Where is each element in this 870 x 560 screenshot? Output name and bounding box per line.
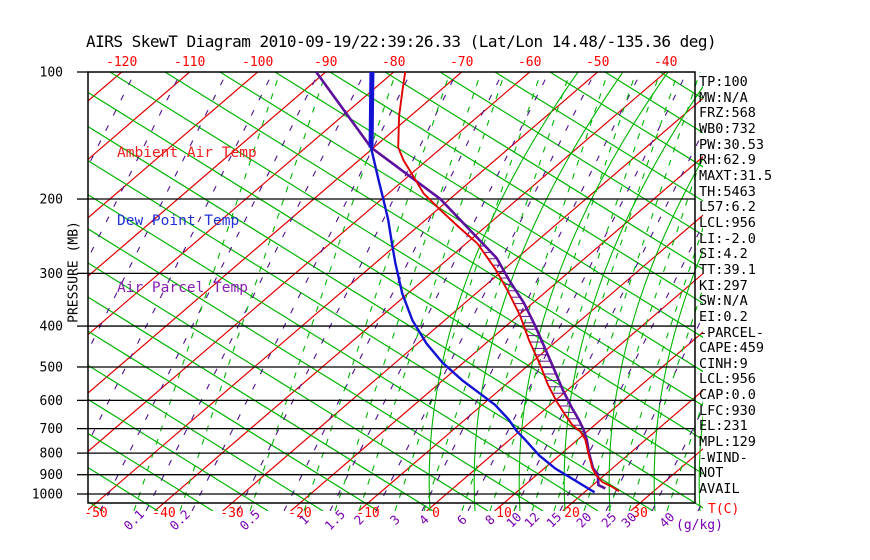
pressure-tick-label: 200 bbox=[40, 193, 63, 208]
top-temp-tick-labels: -120 -110 -100 -90 -80 -70 -60 -50 -40 bbox=[106, 55, 677, 70]
top-temp-tick-label: -40 bbox=[654, 55, 677, 70]
param-value: NOT bbox=[699, 465, 724, 482]
param-value: TH:5463 bbox=[699, 183, 756, 200]
param-value: LI:-2.0 bbox=[699, 230, 756, 247]
dry-adiabat-lines bbox=[88, 72, 703, 511]
param-value: SI:4.2 bbox=[699, 246, 748, 263]
bottom-temp-tick-label: -50 bbox=[84, 506, 107, 521]
plot-legend: Ambient Air Temp Dew Point Temp Air Parc… bbox=[117, 97, 257, 345]
mixing-ratio-tick-label: 0.1 bbox=[121, 507, 148, 534]
moist-adiabat-dashed-lines bbox=[88, 72, 703, 511]
top-temp-tick-label: -70 bbox=[450, 55, 473, 70]
param-value: L57:6.2 bbox=[699, 199, 756, 216]
param-value: -PARCEL- bbox=[699, 324, 765, 341]
bottom-temp-tick-label: -20 bbox=[288, 506, 311, 521]
bottom-temp-tick-label: 30 bbox=[632, 506, 648, 521]
top-temp-tick-label: -100 bbox=[242, 55, 273, 70]
param-value: LCL:956 bbox=[699, 214, 756, 231]
param-value: MAXT:31.5 bbox=[699, 167, 773, 184]
dew-point-temp-curve bbox=[369, 71, 596, 494]
pressure-tick-label: 300 bbox=[40, 267, 63, 282]
pressure-tick-label: 700 bbox=[40, 422, 63, 437]
bottom-temp-tick-labels: -50 -40 -30 -20 -10 0 10 20 30 bbox=[84, 506, 648, 521]
pressure-tick-label: 800 bbox=[40, 447, 63, 462]
background-grid bbox=[88, 72, 703, 511]
param-value: AVAIL bbox=[699, 481, 740, 498]
param-value: RH:62.9 bbox=[699, 152, 756, 169]
param-value: WB0:732 bbox=[699, 120, 756, 137]
dew-point-capped-segment bbox=[368, 71, 375, 148]
bottom-temp-tick-label: 10 bbox=[496, 506, 512, 521]
top-temp-tick-label: -110 bbox=[174, 55, 205, 70]
top-temp-tick-label: -60 bbox=[518, 55, 541, 70]
saturation-adiabat-lines bbox=[428, 72, 703, 511]
param-value: PW:30.53 bbox=[699, 136, 765, 153]
param-value: EI:0.2 bbox=[699, 308, 748, 325]
param-value: CAP:0.0 bbox=[699, 387, 756, 404]
bottom-temp-tick-label: -10 bbox=[356, 506, 379, 521]
param-value: TT:39.1 bbox=[699, 261, 756, 278]
mixing-ratio-tick-label: 15 bbox=[543, 509, 564, 530]
mixing-ratio-tick-label: 12 bbox=[521, 509, 542, 530]
bottom-temp-tick-label: 0 bbox=[432, 506, 440, 521]
pressure-axis-title: PRESSURE (MB) bbox=[66, 221, 82, 323]
bottom-temp-tick-label: 20 bbox=[564, 506, 580, 521]
params-panel: TP:100 MW:N/A FRZ:568 WB0:732 PW:30.53 RH:62.… bbox=[699, 74, 773, 498]
top-temp-tick-label: -120 bbox=[106, 55, 137, 70]
mixing-ratio-tick-label: 1.5 bbox=[322, 507, 349, 534]
page-title: AIRS SkewT Diagram 2010-09-19/22:39:26.3… bbox=[86, 32, 717, 51]
plot-frame bbox=[87, 71, 696, 504]
param-value: SW:N/A bbox=[699, 293, 748, 310]
param-value: LFC:930 bbox=[699, 402, 756, 419]
pressure-tick-label: 100 bbox=[40, 66, 63, 81]
pressure-tick-label: 400 bbox=[40, 320, 63, 335]
pressure-tick-label: 1000 bbox=[32, 488, 63, 503]
bottom-temp-tick-label: -40 bbox=[152, 506, 175, 521]
mixing-ratio-tick-label: 6 bbox=[454, 512, 470, 528]
pressure-tick-label: 900 bbox=[40, 468, 63, 483]
param-value: MPL:129 bbox=[699, 434, 756, 451]
legend-dew-point-temp: Dew Point Temp bbox=[117, 212, 240, 229]
param-value: MW:N/A bbox=[699, 89, 748, 106]
isotherm-lines bbox=[88, 72, 703, 511]
param-value: -WIND- bbox=[699, 449, 748, 466]
param-value: KI:297 bbox=[699, 277, 748, 294]
temp-unit-label: T(C) bbox=[708, 502, 739, 517]
mixing-ratio-unit-label: (g/kg) bbox=[676, 518, 723, 533]
pressure-gridlines bbox=[77, 71, 695, 495]
ambient-air-temp-curve bbox=[397, 71, 620, 493]
top-temp-tick-label: -80 bbox=[382, 55, 405, 70]
mixing-ratio-tick-label: 4 bbox=[416, 512, 432, 528]
param-value: FRZ:568 bbox=[699, 105, 756, 122]
pressure-tick-label: 500 bbox=[40, 360, 63, 375]
mixing-ratio-overlap-tick-label: 40 bbox=[656, 509, 677, 530]
mixing-ratio-tick-label: 3 bbox=[387, 512, 403, 528]
pressure-tick-label: 600 bbox=[40, 394, 63, 409]
pressure-tick-labels: 100 200 300 400 500 600 700 800 900 1000 bbox=[32, 66, 63, 503]
legend-ambient-air-temp: Ambient Air Temp bbox=[117, 145, 257, 161]
legend-air-parcel-temp: Air Parcel Temp bbox=[117, 280, 248, 296]
param-value: CINH:9 bbox=[699, 355, 748, 372]
bottom-temp-tick-label: -30 bbox=[220, 506, 243, 521]
param-value: TP:100 bbox=[699, 74, 748, 90]
param-value: CAPE:459 bbox=[699, 340, 765, 357]
top-temp-tick-label: -90 bbox=[314, 55, 337, 70]
param-value: LCL:956 bbox=[699, 371, 756, 388]
param-value: EL:231 bbox=[699, 418, 748, 435]
top-temp-tick-label: -50 bbox=[586, 55, 609, 70]
mixing-ratio-tick-label: 25 bbox=[598, 509, 619, 530]
